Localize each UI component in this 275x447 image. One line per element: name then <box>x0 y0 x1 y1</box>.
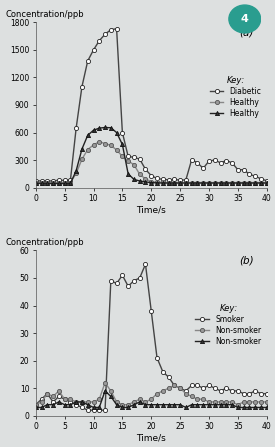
Legend: Diabetic, Healthy, Healthy: Diabetic, Healthy, Healthy <box>208 74 263 119</box>
Text: Concentration/ppb: Concentration/ppb <box>6 238 84 247</box>
Circle shape <box>229 5 261 33</box>
X-axis label: Time/s: Time/s <box>136 434 166 443</box>
Text: (b): (b) <box>239 255 254 266</box>
Text: Concentration/ppb: Concentration/ppb <box>6 10 84 19</box>
X-axis label: Time/s: Time/s <box>136 206 166 215</box>
Text: 4: 4 <box>241 14 249 24</box>
Legend: Smoker, Non-smoker, Non-smoker: Smoker, Non-smoker, Non-smoker <box>194 303 263 347</box>
Text: (a): (a) <box>239 27 253 37</box>
